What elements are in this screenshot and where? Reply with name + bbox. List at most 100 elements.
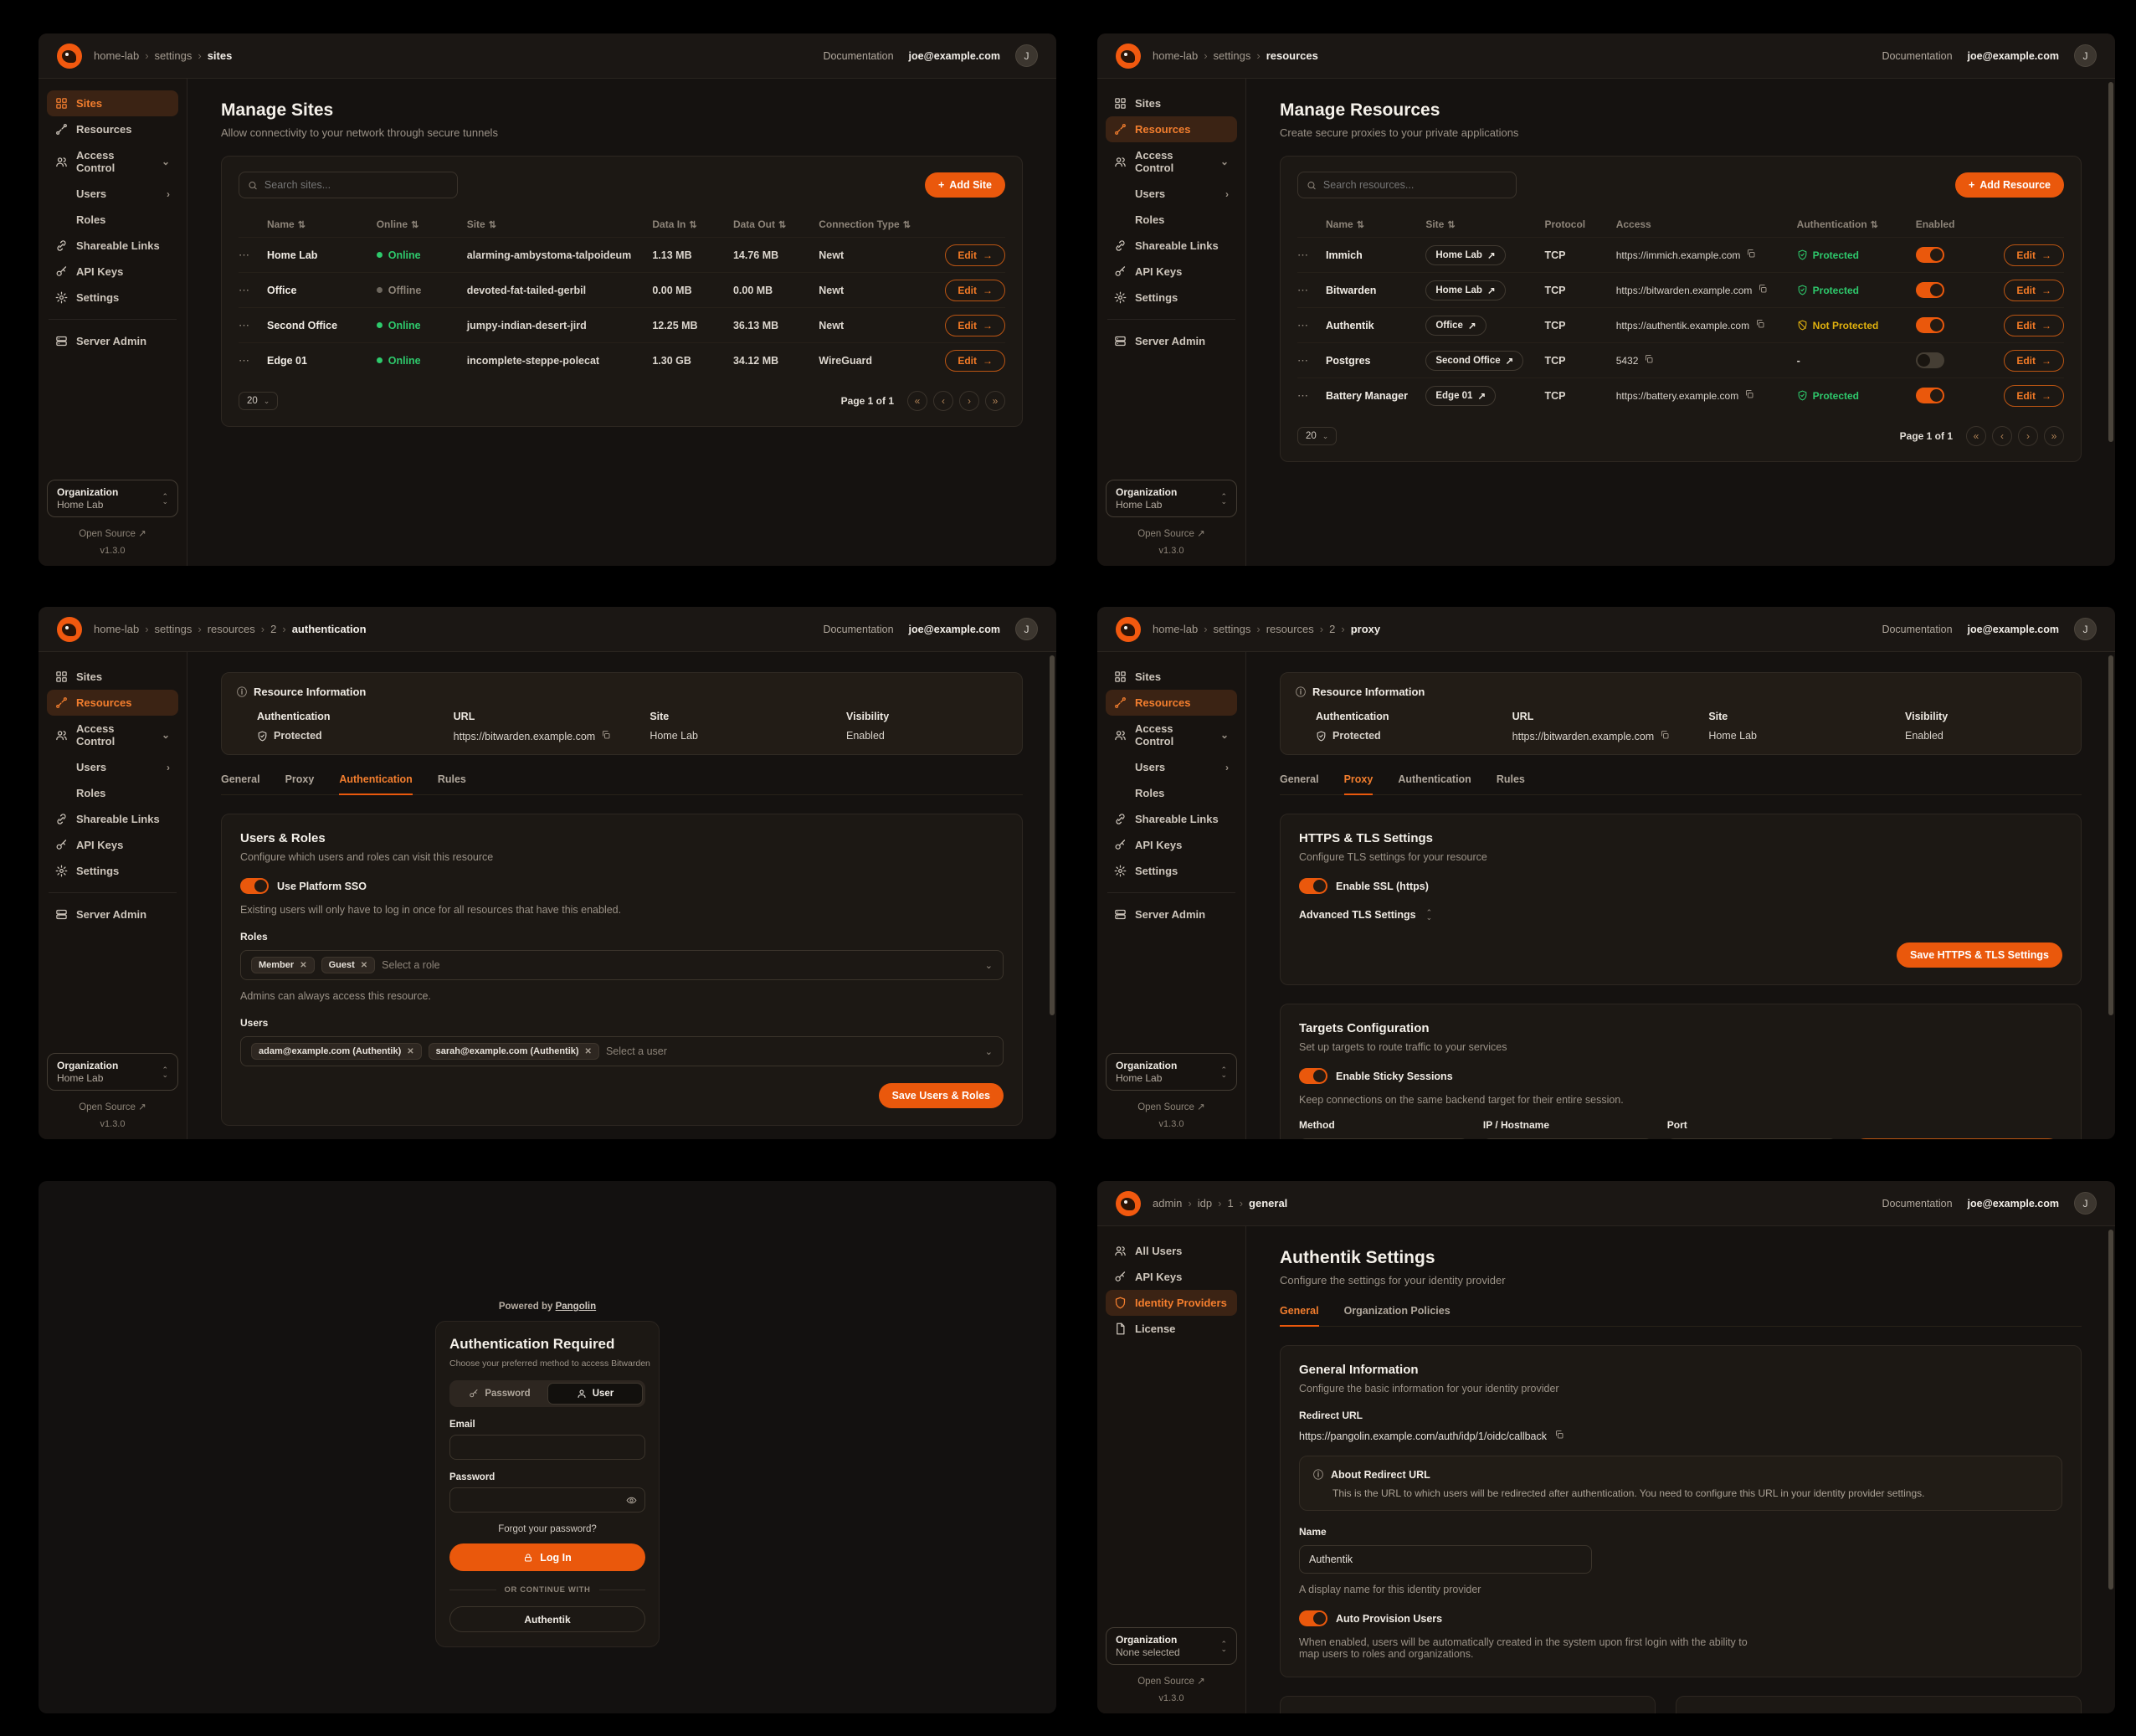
tab-general[interactable]: General — [221, 773, 260, 785]
save-tls-button[interactable]: Save HTTPS & TLS Settings — [1896, 942, 2062, 968]
edit-button[interactable]: Edit → — [945, 349, 1005, 372]
pangolin-logo-icon[interactable] — [1116, 43, 1141, 69]
sidebar-item-users[interactable]: Users › — [76, 761, 170, 773]
pangolin-logo-icon[interactable] — [57, 616, 82, 642]
documentation-link[interactable]: Documentation — [823, 49, 894, 62]
tab-rules[interactable]: Rules — [1496, 773, 1525, 785]
breadcrumb-item[interactable]: resources — [1266, 623, 1314, 635]
prev-page-button[interactable]: ‹ — [933, 391, 953, 411]
row-menu-icon[interactable]: ⋯ — [239, 248, 249, 261]
breadcrumb-item[interactable]: home-lab — [1153, 49, 1199, 62]
last-page-button[interactable]: » — [985, 391, 1005, 411]
sidebar-item-sites[interactable]: Sites — [1106, 90, 1237, 116]
edit-button[interactable]: Edit → — [2004, 349, 2064, 372]
sidebar-item-shareable-links[interactable]: Shareable Links — [47, 806, 178, 832]
breadcrumb-item[interactable]: home-lab — [1153, 623, 1199, 635]
tab-authentication[interactable]: Authentication — [1398, 773, 1471, 785]
open-source-link[interactable]: Open Source ↗ — [1137, 1677, 1205, 1687]
breadcrumb-item[interactable]: settings — [154, 49, 193, 62]
site-link[interactable]: Home Lab ↗ — [1425, 280, 1506, 300]
sidebar-item-api-keys[interactable]: API Keys — [1106, 259, 1237, 285]
pangolin-logo-icon[interactable] — [1116, 616, 1141, 642]
documentation-link[interactable]: Documentation — [1882, 623, 1953, 635]
tab-user-method[interactable]: User — [547, 1383, 643, 1405]
search-input[interactable] — [239, 172, 458, 198]
tab-password-method[interactable]: Password — [452, 1383, 547, 1405]
user-chip[interactable]: adam@example.com (Authentik) ✕ — [251, 1043, 422, 1060]
site-link[interactable]: Edge 01 ↗ — [1425, 385, 1497, 406]
sidebar-item-roles[interactable]: Roles — [1135, 213, 1165, 226]
avatar[interactable]: J — [1015, 44, 1038, 67]
sidebar-item-roles[interactable]: Roles — [1135, 787, 1165, 799]
documentation-link[interactable]: Documentation — [823, 623, 894, 635]
prev-page-button[interactable]: ‹ — [1992, 426, 2012, 446]
organization-selector[interactable]: Organization Home Lab ⌃ ⌄ — [47, 480, 178, 517]
row-menu-icon[interactable]: ⋯ — [1297, 388, 1308, 402]
sidebar-item-resources[interactable]: Resources — [47, 690, 178, 716]
col-name[interactable]: Name ⇅ — [267, 218, 306, 230]
enabled-toggle[interactable] — [1915, 317, 1944, 333]
last-page-button[interactable]: » — [2044, 426, 2064, 446]
breadcrumb-item[interactable]: resources — [207, 623, 255, 635]
edit-button[interactable]: Edit → — [2004, 314, 2064, 336]
sidebar-item-users[interactable]: Users › — [76, 187, 170, 200]
method-select[interactable]: http⌄ — [1299, 1138, 1468, 1139]
documentation-link[interactable]: Documentation — [1882, 1197, 1953, 1210]
scrollbar-thumb[interactable] — [1050, 655, 1055, 1015]
password-field[interactable] — [449, 1487, 645, 1513]
first-page-button[interactable]: « — [1966, 426, 1986, 446]
avatar[interactable]: J — [2074, 44, 2097, 67]
edit-button[interactable]: Edit → — [945, 314, 1005, 336]
site-link[interactable]: Office ↗ — [1425, 315, 1486, 336]
sidebar-item-shareable-links[interactable]: Shareable Links — [47, 233, 178, 259]
copy-icon[interactable] — [1554, 1430, 1564, 1442]
breadcrumb-item[interactable]: idp — [1197, 1197, 1213, 1210]
copy-icon[interactable] — [1746, 249, 1756, 261]
copy-icon[interactable] — [1644, 354, 1654, 367]
tab-rules[interactable]: Rules — [437, 773, 466, 785]
row-menu-icon[interactable]: ⋯ — [1297, 283, 1308, 296]
pangolin-link[interactable]: Pangolin — [555, 1302, 597, 1312]
tab-proxy[interactable]: Proxy — [285, 773, 315, 785]
open-source-link[interactable]: Open Source ↗ — [79, 1102, 146, 1112]
login-button[interactable]: Log In — [449, 1543, 645, 1571]
auto-provision-toggle[interactable] — [1299, 1610, 1327, 1626]
breadcrumb-item[interactable]: home-lab — [94, 623, 140, 635]
copy-icon[interactable] — [1660, 730, 1670, 742]
scrollbar-thumb[interactable] — [2108, 82, 2113, 442]
sidebar-item-sites[interactable]: Sites — [47, 90, 178, 116]
email-field[interactable] — [449, 1435, 645, 1460]
sidebar-item-shareable-links[interactable]: Shareable Links — [1106, 233, 1237, 259]
sidebar-item-api-keys[interactable]: API Keys — [47, 832, 178, 858]
row-menu-icon[interactable]: ⋯ — [239, 318, 249, 331]
sidebar-item-api-keys[interactable]: API Keys — [47, 259, 178, 285]
user-email-menu[interactable]: joe@example.com — [1967, 49, 2059, 62]
sidebar-item-settings[interactable]: Settings — [47, 858, 178, 884]
edit-button[interactable]: Edit → — [2004, 279, 2064, 301]
col-connection-type[interactable]: Connection Type ⇅ — [819, 218, 911, 230]
sidebar-item-roles[interactable]: Roles — [76, 787, 106, 799]
search-input[interactable] — [1297, 172, 1517, 198]
documentation-link[interactable]: Documentation — [1882, 49, 1953, 62]
breadcrumb-item[interactable]: settings — [1213, 623, 1251, 635]
next-page-button[interactable]: › — [2018, 426, 2038, 446]
sidebar-item-access-control[interactable]: Access Control ⌄ — [1106, 716, 1237, 754]
sticky-sessions-toggle[interactable] — [1299, 1068, 1327, 1084]
copy-icon[interactable] — [601, 730, 611, 742]
sidebar-item-all-users[interactable]: All Users — [1106, 1238, 1237, 1264]
enabled-toggle[interactable] — [1915, 352, 1944, 368]
sidebar-item-api-keys[interactable]: API Keys — [1106, 1264, 1237, 1290]
tab-general[interactable]: General — [1280, 1305, 1319, 1327]
advanced-tls-expander[interactable]: Advanced TLS Settings ⌃ ⌄ — [1299, 908, 1433, 922]
breadcrumb-item[interactable]: home-lab — [94, 49, 140, 62]
breadcrumb-item[interactable]: settings — [1213, 49, 1251, 62]
user-email-menu[interactable]: joe@example.com — [908, 623, 1000, 635]
organization-selector[interactable]: Organization Home Lab ⌃ ⌄ — [1106, 480, 1237, 517]
tab-general[interactable]: General — [1280, 773, 1319, 785]
enabled-toggle[interactable] — [1915, 282, 1944, 298]
sidebar-item-sites[interactable]: Sites — [47, 664, 178, 690]
eye-icon[interactable] — [626, 1495, 637, 1506]
sidebar-item-identity-providers[interactable]: Identity Providers — [1106, 1290, 1237, 1316]
platform-sso-toggle[interactable] — [240, 878, 269, 894]
row-menu-icon[interactable]: ⋯ — [239, 353, 249, 367]
